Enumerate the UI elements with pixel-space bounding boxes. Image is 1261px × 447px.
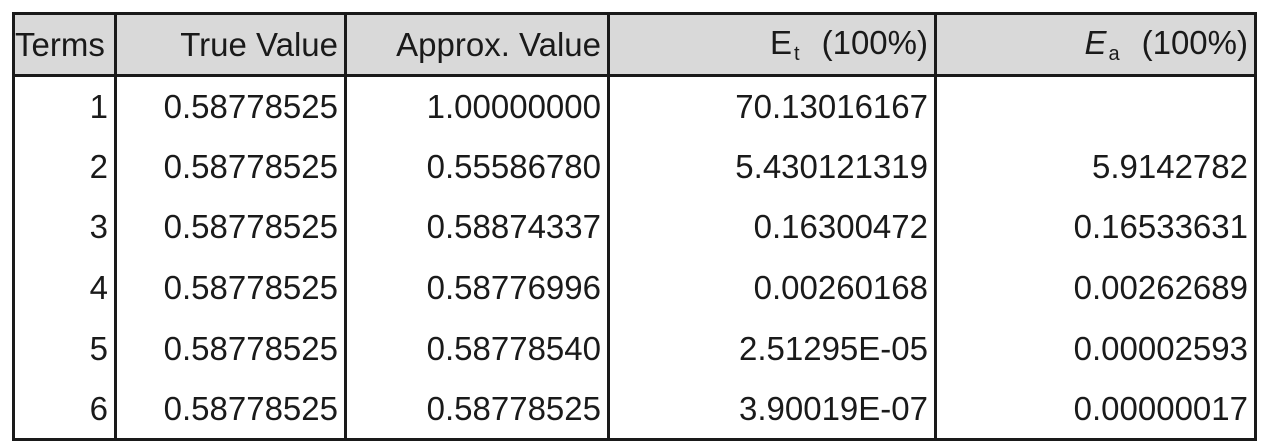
cell-ea: 5.9142782: [1092, 147, 1248, 185]
cell-approx-value: 1.00000000: [345, 75, 610, 137]
cell-terms: 5: [13, 318, 117, 379]
cell-true-value: 0.58778525: [115, 196, 347, 258]
cell-et: 2.51295E-05: [608, 318, 937, 379]
cell-ea: 0.16533631: [1073, 208, 1248, 246]
table-row: 3 0.58778525 0.58874337 0.16300472 0.165…: [13, 196, 1256, 258]
cell-et: 0.16300472: [608, 196, 937, 258]
cell-true-value: 0.58778525: [115, 75, 347, 137]
cell-true-value: 0.58778525: [115, 318, 347, 379]
header-ea-unit: (100%): [1141, 23, 1248, 61]
table-row: 2 0.58778525 0.55586780 5.430121319 5.91…: [13, 136, 1256, 197]
header-ea-subscript: a: [1108, 42, 1120, 65]
table-row: 6 0.58778525 0.58778525 3.90019E-07 0.00…: [13, 378, 1256, 440]
cell-et: 70.13016167: [608, 75, 937, 137]
cell-ea: 0.00000017: [1073, 389, 1248, 427]
cell-true-value: 0.58778525: [115, 136, 347, 197]
cell-approx-value: 0.55586780: [345, 136, 610, 197]
cell-et: 5.430121319: [608, 136, 937, 197]
cell-ea: 0.00002593: [1073, 329, 1248, 367]
cell-terms: 4: [13, 257, 117, 319]
header-et-subscript: t: [794, 42, 800, 65]
cell-approx-value: 0.58874337: [345, 196, 610, 258]
cell-ea: 0.00262689: [1073, 268, 1248, 306]
header-et-unit: (100%): [821, 23, 928, 61]
cell-approx-value: 0.58778540: [345, 318, 610, 379]
table-row: 1 0.58778525 1.00000000 70.13016167: [13, 75, 1256, 137]
header-true-value: True Value: [115, 13, 347, 77]
cell-ea: [936, 76, 1256, 137]
cell-terms: 2: [13, 136, 117, 197]
cell-true-value: 0.58778525: [115, 378, 347, 440]
header-approx-value: Approx. Value: [345, 13, 610, 77]
cell-et: 0.00260168: [608, 257, 937, 319]
cell-terms: 1: [13, 75, 117, 137]
header-ea-symbol: E: [1084, 23, 1107, 61]
table-row: 4 0.58778525 0.58776996 0.00260168 0.002…: [13, 257, 1256, 319]
cell-approx-value: 0.58778525: [345, 378, 610, 440]
cell-terms: 6: [13, 378, 117, 440]
table-body: 1 0.58778525 1.00000000 70.13016167 2 0.…: [13, 75, 1256, 440]
cell-terms: 3: [13, 196, 117, 258]
table-row: 5 0.58778525 0.58778540 2.51295E-05 0.00…: [13, 318, 1256, 379]
cell-approx-value: 0.58776996: [345, 257, 610, 319]
header-terms: Terms: [13, 13, 117, 77]
cell-et: 3.90019E-07: [608, 378, 937, 440]
header-et-symbol: E: [770, 23, 793, 61]
cell-true-value: 0.58778525: [115, 257, 347, 319]
